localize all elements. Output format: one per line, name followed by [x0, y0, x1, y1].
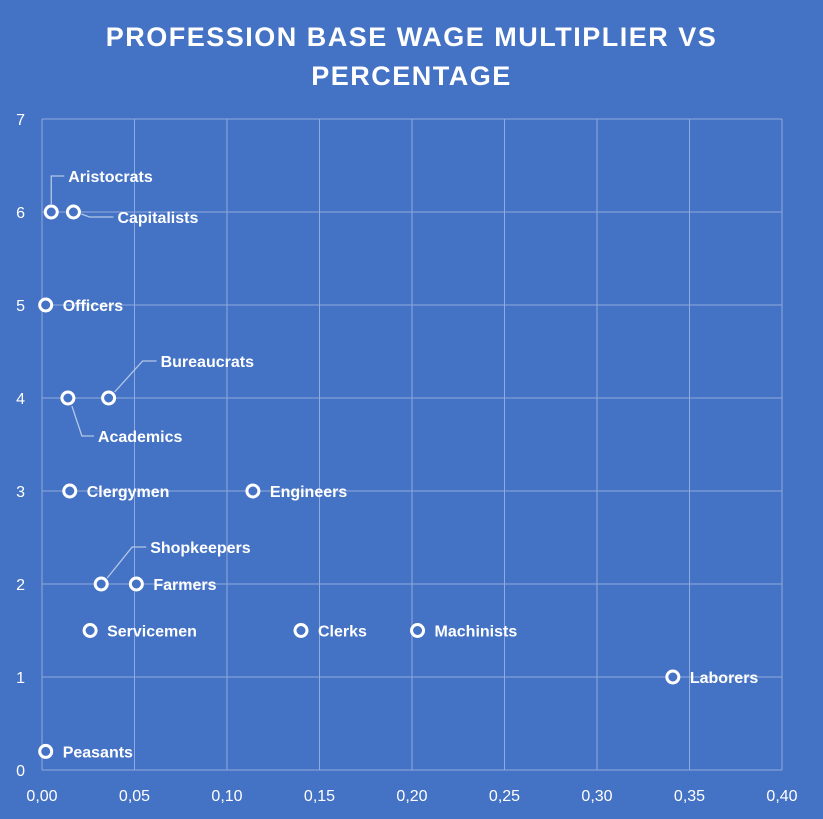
data-point-marker — [245, 483, 261, 499]
data-label: Shopkeepers — [150, 540, 251, 557]
leader-line — [81, 213, 114, 218]
data-point-marker — [82, 623, 98, 638]
data-label: Bureaucrats — [161, 354, 254, 371]
chart-title-line-1: PROFESSION BASE WAGE MULTIPLIER VS — [105, 22, 718, 52]
data-label: Officers — [63, 298, 124, 315]
data-label: Capitalists — [117, 210, 198, 227]
data-point-marker — [665, 669, 681, 685]
data-point-marker — [410, 623, 426, 638]
data-label: Clerks — [318, 624, 367, 641]
y-tick-label: 6 — [16, 205, 25, 222]
data-label: Engineers — [270, 484, 347, 501]
data-label: Servicemen — [107, 624, 197, 641]
leader-line — [106, 546, 147, 579]
data-point-marker — [60, 390, 76, 406]
data-label: Aristocrats — [68, 169, 153, 186]
x-tick-label: 0,20 — [396, 788, 427, 805]
data-label: Farmers — [153, 577, 216, 594]
x-tick-label: 0,15 — [304, 788, 335, 805]
y-tick-label: 4 — [16, 391, 25, 408]
data-label: Peasants — [63, 744, 133, 761]
y-tick-label: 0 — [16, 763, 25, 780]
y-tick-label: 7 — [16, 112, 25, 129]
data-label: Laborers — [690, 670, 759, 687]
data-label: Academics — [98, 429, 183, 446]
x-tick-label: 0,35 — [674, 788, 705, 805]
chart-title-line-2: PERCENTAGE — [311, 61, 512, 91]
y-tick-label: 2 — [16, 577, 25, 594]
x-tick-label: 0,40 — [766, 788, 797, 805]
data-label: Machinists — [435, 624, 518, 641]
y-tick-label: 1 — [16, 670, 25, 687]
x-tick-label: 0,30 — [581, 788, 612, 805]
data-point-marker — [101, 390, 117, 406]
leader-line — [71, 405, 94, 437]
data-point-marker — [65, 204, 81, 220]
x-tick-label: 0,10 — [211, 788, 242, 805]
leader-line — [114, 360, 157, 393]
chart-title: PROFESSION BASE WAGE MULTIPLIER VS PERCE… — [0, 18, 823, 96]
data-point-marker — [293, 623, 309, 638]
data-point-marker — [128, 576, 144, 592]
data-point-marker — [43, 204, 59, 220]
x-tick-label: 0,25 — [489, 788, 520, 805]
data-label: Clergymen — [87, 484, 170, 501]
leader-line — [50, 175, 65, 204]
x-tick-label: 0,05 — [119, 788, 150, 805]
data-point-marker — [93, 576, 109, 592]
x-tick-label: 0,00 — [26, 788, 57, 805]
y-tick-label: 3 — [16, 484, 25, 501]
data-point-marker — [38, 743, 54, 759]
data-point-marker — [38, 297, 54, 313]
data-point-marker — [62, 483, 78, 499]
y-tick-label: 5 — [16, 298, 25, 315]
